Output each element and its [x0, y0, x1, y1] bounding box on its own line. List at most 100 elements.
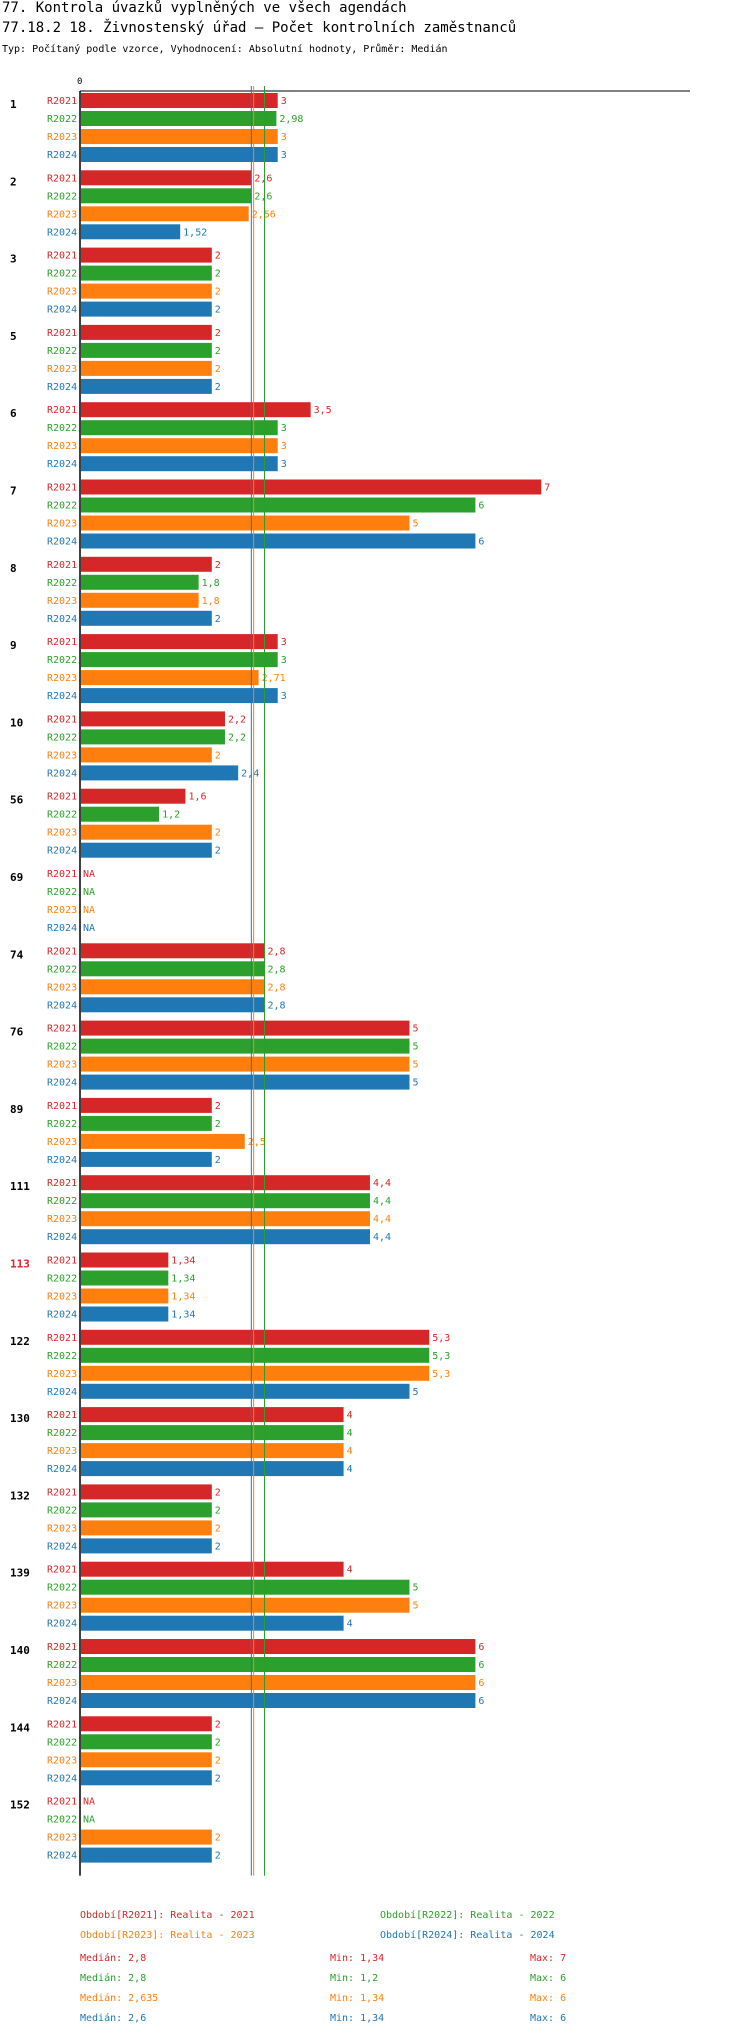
data-label: 1,34: [171, 1310, 195, 1321]
data-label: 2: [215, 614, 221, 625]
data-label: 2: [215, 1719, 221, 1730]
data-label: 3: [281, 150, 287, 161]
series-row-label: R2021: [47, 792, 77, 803]
bar: [81, 1716, 212, 1732]
bar: [81, 1020, 410, 1036]
series-row-label: R2023: [47, 1755, 77, 1766]
data-label: 2,6: [254, 173, 272, 184]
data-label: 2: [215, 846, 221, 857]
data-label: 5: [413, 1583, 419, 1594]
data-label: 6: [478, 537, 484, 548]
bar: [81, 147, 278, 162]
stat-median: Medián: 2,8: [80, 1973, 147, 1984]
series-row-label: R2024: [47, 614, 77, 625]
data-label: 5: [413, 1387, 419, 1398]
data-label: 2,71: [262, 673, 286, 684]
legend-item: Období[R2022]: Realita - 2022: [380, 1910, 555, 1921]
bar: [81, 1829, 212, 1845]
data-label: 2: [215, 750, 221, 761]
data-label: 2: [215, 287, 221, 298]
data-label: 4: [347, 1410, 353, 1421]
series-row-label: R2024: [47, 1155, 77, 1166]
series-row-label: R2022: [47, 346, 77, 357]
series-row-label: R2024: [47, 691, 77, 702]
series-row-label: R2024: [47, 1619, 77, 1630]
category-label: 5: [10, 330, 17, 343]
series-row-label: R2023: [47, 519, 77, 530]
data-label: 2: [215, 305, 221, 316]
bar: [81, 1288, 169, 1304]
series-row-label: R2021: [47, 1178, 77, 1189]
bar: [81, 1329, 430, 1345]
series-row-label: R2021: [47, 1410, 77, 1421]
data-label: 1,8: [202, 578, 220, 589]
series-row-label: R2022: [47, 1428, 77, 1439]
stat-max: Max: 6: [530, 2013, 567, 2024]
data-label: 3: [281, 441, 287, 452]
bar: [81, 456, 278, 472]
series-row-label: R2023: [47, 1446, 77, 1457]
legend-item: Období[R2021]: Realita - 2021: [80, 1910, 255, 1921]
category-label: 89: [10, 1103, 23, 1116]
data-label: 2: [215, 1851, 221, 1862]
data-label: 2: [215, 1773, 221, 1784]
series-row-label: R2021: [47, 637, 77, 648]
series-row-label: R2022: [47, 1660, 77, 1671]
data-label: 4,4: [373, 1232, 391, 1243]
series-row-label: R2023: [47, 1523, 77, 1534]
series-row-label: R2021: [47, 483, 77, 494]
series-row-label: R2021: [47, 173, 77, 184]
stat-median: Medián: 2,6: [80, 2013, 147, 2024]
series-row-label: R2022: [47, 578, 77, 589]
series-row-label: R2024: [47, 537, 77, 548]
data-label: 4,4: [373, 1178, 391, 1189]
bar: [81, 1693, 476, 1708]
category-label: 9: [10, 639, 17, 652]
data-label: 5: [413, 1042, 419, 1053]
series-row-label: R2022: [47, 1119, 77, 1130]
series-row-label: R2021: [47, 560, 77, 571]
chart-type-line: Typ: Počítaný podle vzorce, Vyhodnocení:…: [2, 44, 448, 55]
bar: [81, 1175, 370, 1191]
data-label: 3: [281, 423, 287, 434]
data-label: 2,56: [252, 209, 276, 220]
bar: [81, 1252, 169, 1268]
series-row-label: R2024: [47, 1310, 77, 1321]
bar: [81, 1597, 410, 1613]
series-row-label: R2021: [47, 1487, 77, 1498]
data-label: 3: [281, 96, 287, 107]
series-row-label: R2022: [47, 191, 77, 202]
series-row-label: R2024: [47, 1773, 77, 1784]
data-label: 2,6: [254, 191, 272, 202]
category-label: 10: [10, 716, 23, 729]
bar: [81, 247, 212, 263]
data-label: 2,98: [279, 114, 303, 125]
series-row-label: R2023: [47, 982, 77, 993]
bar: [81, 997, 265, 1013]
series-row-label: R2024: [47, 227, 77, 238]
bar: [81, 1425, 344, 1441]
series-row-label: R2022: [47, 1583, 77, 1594]
series-row-label: R2021: [47, 96, 77, 107]
data-label: 2: [215, 269, 221, 280]
bar: [81, 420, 278, 436]
data-label: 2: [215, 560, 221, 571]
bar: [81, 170, 252, 186]
bar: [81, 1229, 370, 1245]
data-label: 4: [347, 1446, 353, 1457]
bar: [81, 1734, 212, 1750]
series-row-label: R2024: [47, 1387, 77, 1398]
bar: [81, 610, 212, 626]
data-label: NA: [83, 923, 95, 934]
data-label: 4,4: [373, 1196, 391, 1207]
data-label: 5: [413, 1060, 419, 1071]
legend-item: Období[R2023]: Realita - 2023: [80, 1930, 255, 1941]
bar: [81, 1484, 212, 1500]
bar: [81, 479, 542, 495]
data-label: 1,52: [183, 227, 207, 238]
bar: [81, 1074, 410, 1090]
data-label: NA: [83, 869, 95, 880]
series-row-label: R2021: [47, 1642, 77, 1653]
bar: [81, 1365, 430, 1381]
bar: [81, 1306, 169, 1322]
